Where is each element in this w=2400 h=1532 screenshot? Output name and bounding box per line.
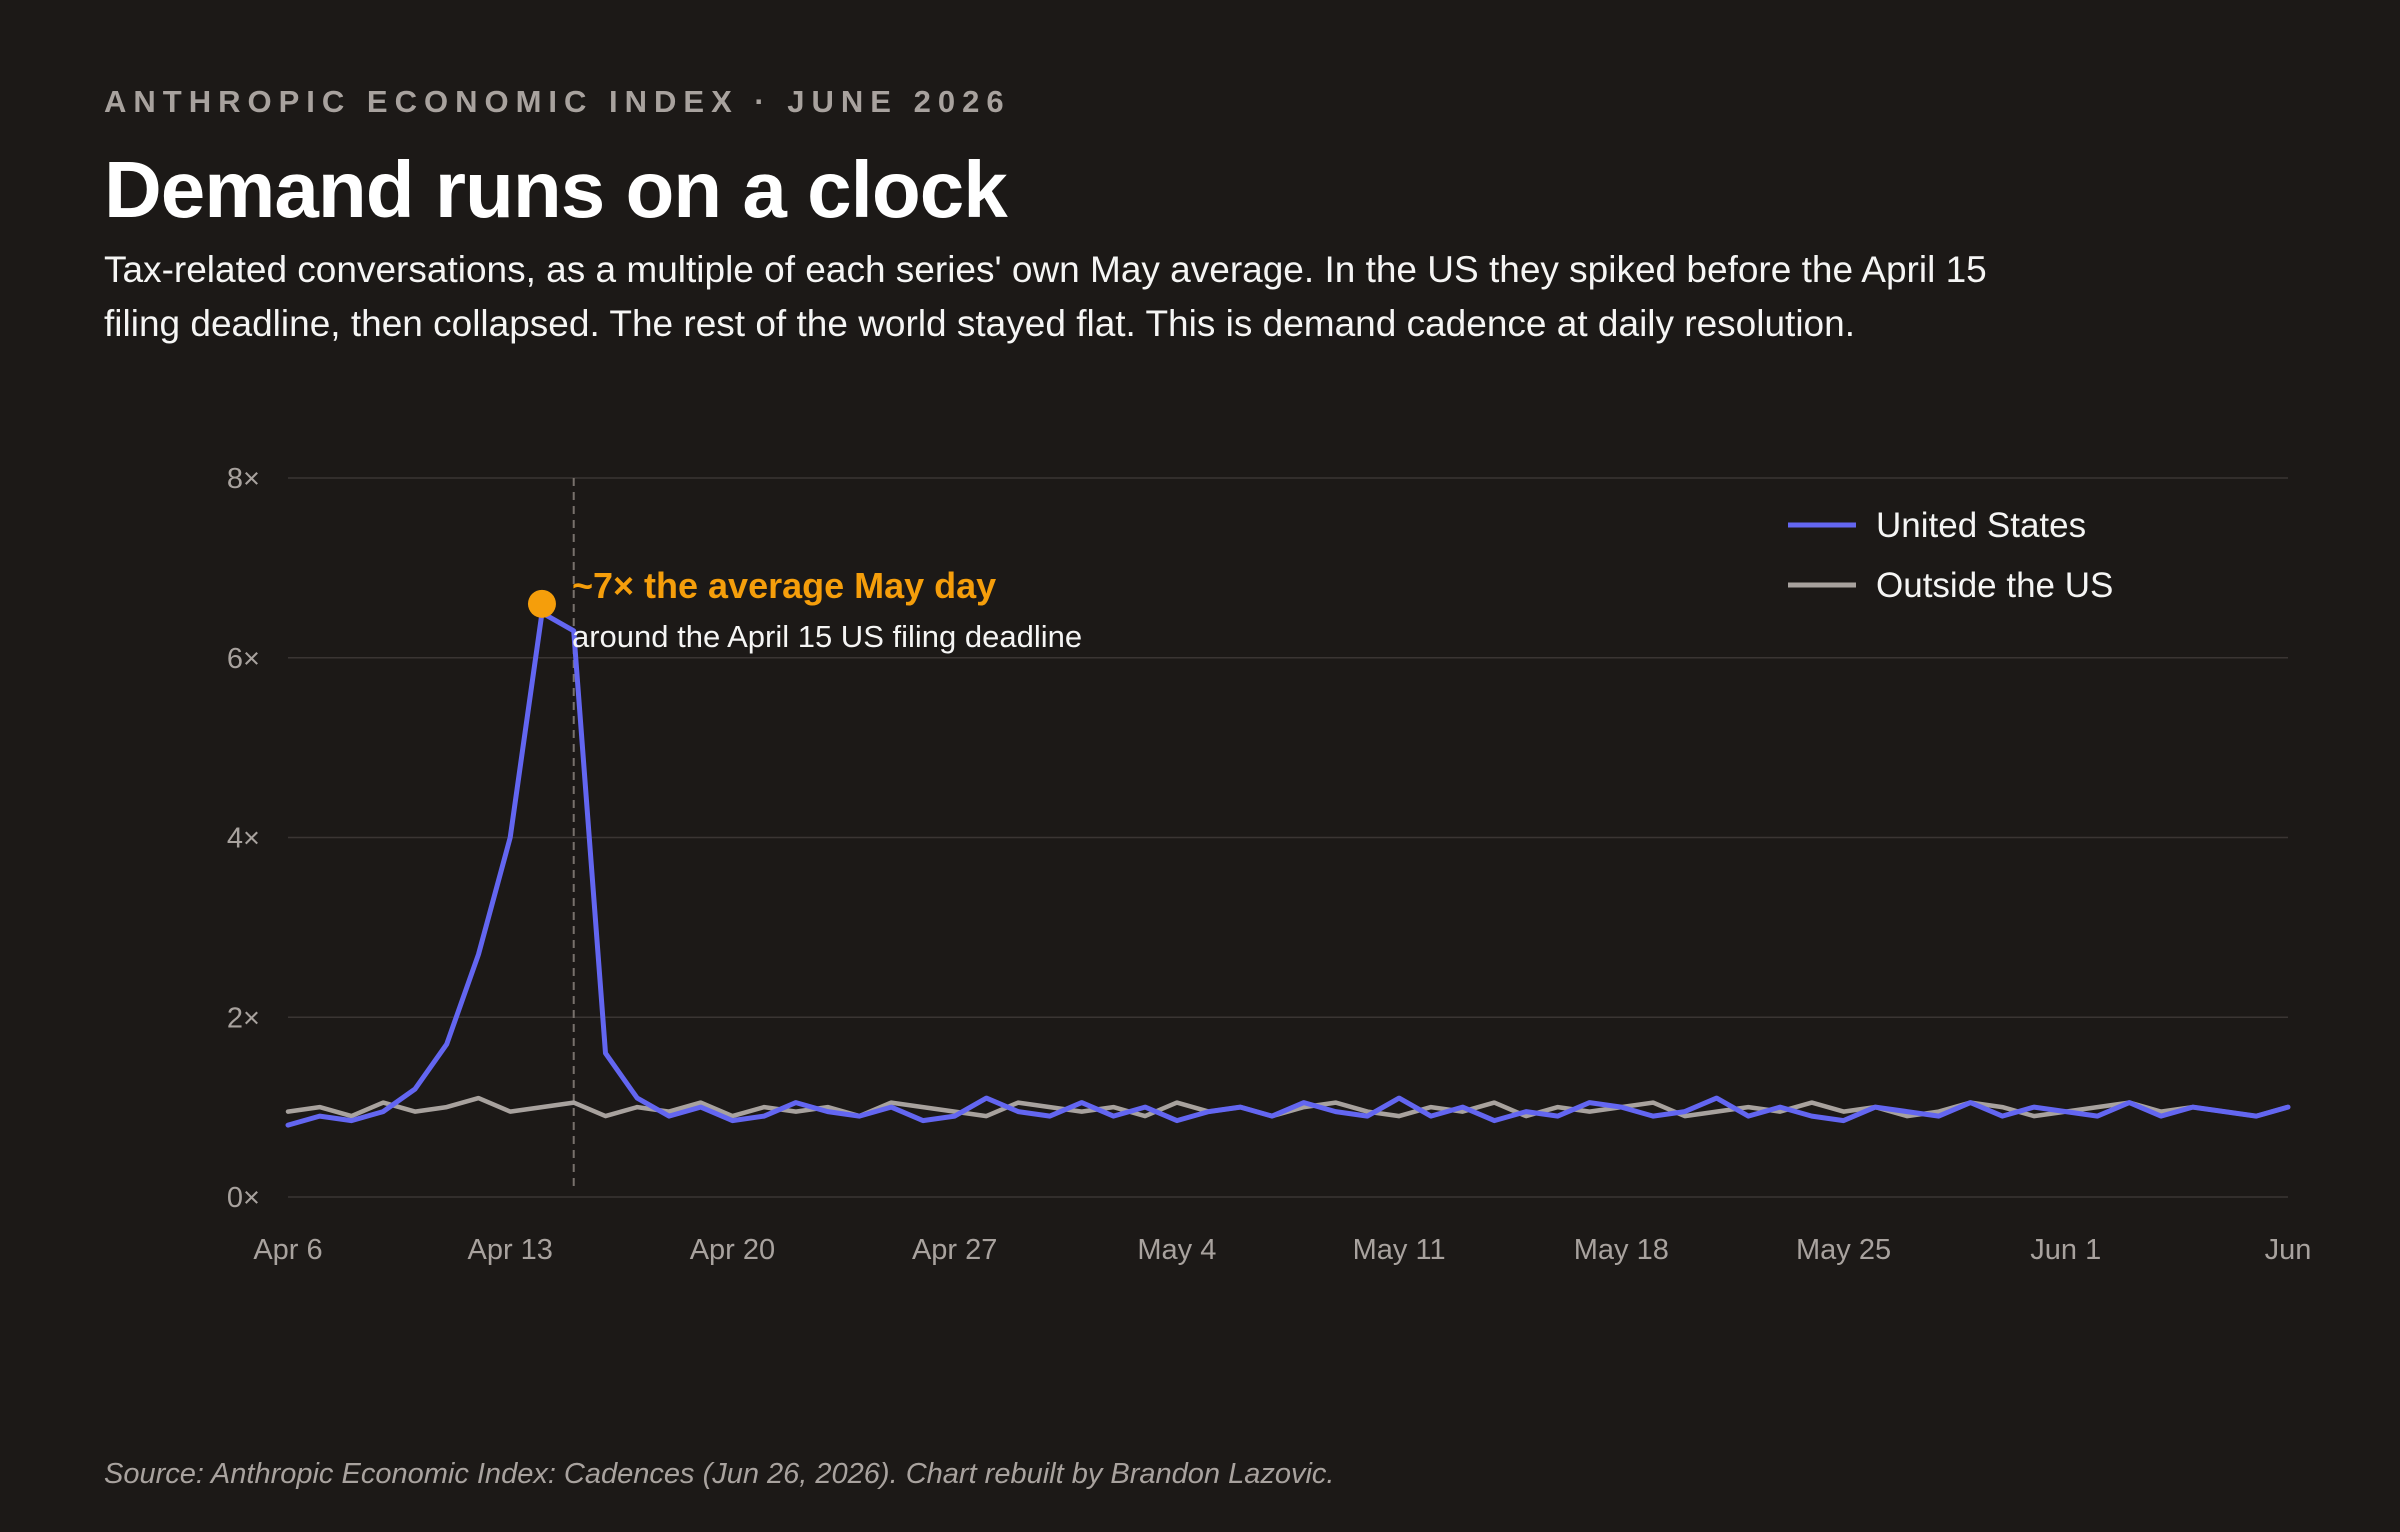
chart-subtitle: Tax-related conversations, as a multiple… — [104, 249, 1987, 344]
annotation-subtitle: around the April 15 US filing deadline — [572, 619, 1082, 654]
source-note: Source: Anthropic Economic Index: Cadenc… — [104, 1458, 1335, 1490]
y-tick-label: 8× — [227, 463, 260, 495]
legend: United States Outside the US — [1788, 506, 2113, 605]
x-tick-label: May 11 — [1353, 1234, 1446, 1266]
grid-lines — [288, 477, 2288, 1198]
legend-label-outside-us: Outside the US — [1876, 566, 2113, 605]
chart-title: Demand runs on a clock — [104, 145, 1008, 234]
line-chart: 0× 2× 4× 6× 8× Apr 6 Apr 13 Apr 20 Apr 27 May 4 M… — [227, 463, 2311, 1266]
y-tick-label: 0× — [227, 1182, 260, 1214]
annotation-point — [527, 589, 556, 618]
x-tick-label: May 4 — [1137, 1234, 1216, 1266]
series-layer — [285, 610, 2291, 1128]
x-tick-label: May 18 — [1574, 1234, 1669, 1266]
y-axis: 0× 2× 4× 6× 8× — [227, 463, 260, 1214]
x-tick-label: Apr 6 — [253, 1234, 322, 1266]
y-tick-label: 4× — [227, 823, 260, 855]
annotation: ~7× the average May day around the April… — [527, 565, 1082, 654]
annotation-title: ~7× the average May day — [572, 565, 996, 606]
x-tick-label: Jun 1 — [2030, 1234, 2101, 1266]
x-tick-label: May 25 — [1796, 1234, 1891, 1266]
y-tick-label: 6× — [227, 643, 260, 675]
x-tick-label: Apr 13 — [467, 1234, 552, 1266]
eyebrow: ANTHROPIC ECONOMIC INDEX · JUNE 2026 — [104, 84, 1011, 119]
series-line-united-states — [285, 610, 2291, 1128]
x-tick-label: Jun — [2265, 1234, 2312, 1266]
x-tick-label: Apr 20 — [690, 1234, 775, 1266]
y-tick-label: 2× — [227, 1002, 260, 1034]
x-tick-label: Apr 27 — [912, 1234, 997, 1266]
x-axis: Apr 6 Apr 13 Apr 20 Apr 27 May 4 May 11 May 18… — [253, 1234, 2311, 1266]
legend-label-united-states: United States — [1876, 506, 2086, 545]
